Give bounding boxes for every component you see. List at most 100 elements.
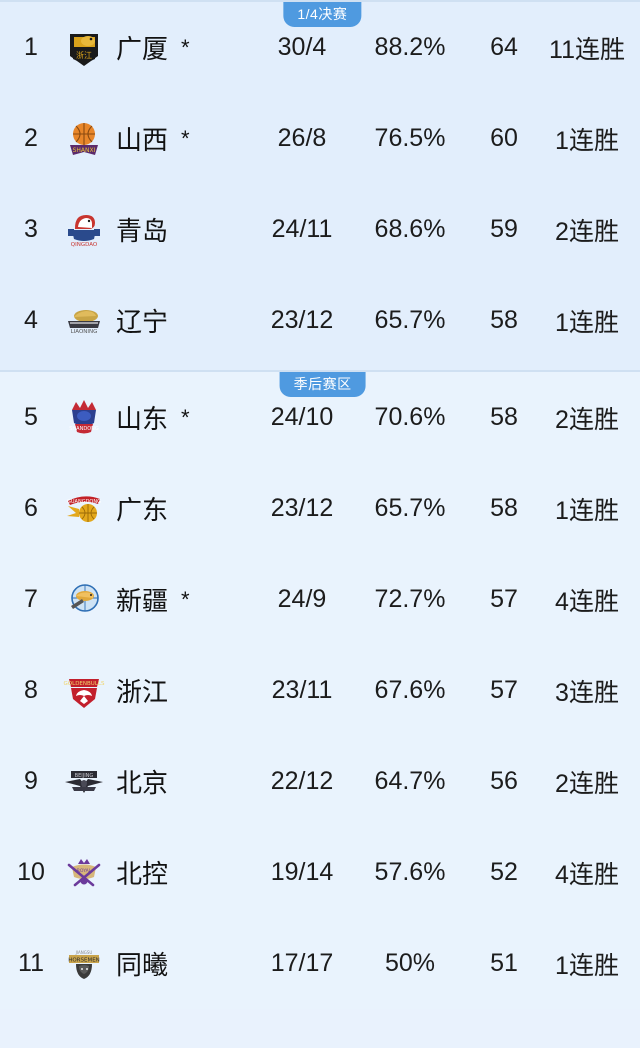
streak-cell: 11连胜 xyxy=(549,35,625,64)
win-pct-cell: 72.7% xyxy=(374,585,446,613)
table-row[interactable]: 9 BEIJING 北京 22/12 64.7 xyxy=(0,736,640,827)
win-pct-cell: 68.6% xyxy=(374,215,446,243)
playoff-zone-badge: 季后赛区 xyxy=(279,372,366,397)
points-cell: 58 xyxy=(490,494,518,522)
playoff-rows: 5 SHANDONG 山东 * 24/10 70 xyxy=(0,372,640,1009)
table-row[interactable]: 7 新疆 * 24/9 xyxy=(0,554,640,645)
streak-cell: 1连胜 xyxy=(555,308,619,337)
team-cell[interactable]: JIANGSU HORSEMEN 同曦 xyxy=(62,942,250,986)
team-cell[interactable]: SHANXI 山西 * xyxy=(62,117,250,161)
team-cell[interactable]: QINGDAO 青岛 xyxy=(62,208,250,252)
team-name: 北控 xyxy=(116,859,169,889)
win-pct-cell: 65.7% xyxy=(374,306,446,334)
playoff-section: 季后赛区 5 SHANDONG 山东 * xyxy=(0,372,640,1009)
win-pct-cell: 70.6% xyxy=(374,403,446,431)
points-cell: 57 xyxy=(490,676,518,704)
quarterfinal-rows: 1 浙江 广厦 * 30/4 xyxy=(0,2,640,366)
team-cell[interactable]: SHANDONG 山东 * xyxy=(62,396,250,440)
streak-cell: 4连胜 xyxy=(555,587,619,616)
playoff-star: * xyxy=(181,125,190,151)
record-cell: 30/4 xyxy=(277,33,327,61)
guangdong-southern-tigers-logo: GUANGDONG xyxy=(62,487,106,531)
record-cell: 23/12 xyxy=(270,494,334,522)
team-cell[interactable]: LIAONING 辽宁 xyxy=(62,299,250,343)
rank-cell: 7 xyxy=(24,585,38,613)
streak-cell: 3连胜 xyxy=(555,678,619,707)
playoff-star: * xyxy=(181,404,190,430)
rank-cell: 4 xyxy=(24,306,38,334)
playoff-star: * xyxy=(181,34,190,60)
quarterfinal-zone-badge: 1/4决赛 xyxy=(283,2,362,27)
record-cell: 26/8 xyxy=(277,124,327,152)
record-cell: 24/9 xyxy=(277,585,327,613)
team-name: 广厦 xyxy=(116,34,169,64)
rank-cell: 2 xyxy=(24,124,38,152)
table-row[interactable]: 10 ROYAL 北控 19/14 57.6% xyxy=(0,827,640,918)
table-row[interactable]: 2 SHANXI 山西 * 26/8 76.5% 60 xyxy=(0,93,640,184)
streak-cell: 1连胜 xyxy=(555,951,619,980)
qingdao-eagles-logo: QINGDAO xyxy=(62,208,106,252)
rank-cell: 6 xyxy=(24,494,38,522)
zhejiang-golden-bulls-logo: GOLDENBULLS xyxy=(62,669,106,713)
table-row[interactable]: 1 浙江 广厦 * 30/4 xyxy=(0,2,640,93)
record-cell: 23/12 xyxy=(270,306,334,334)
win-pct-cell: 64.7% xyxy=(374,767,446,795)
streak-cell: 1连胜 xyxy=(555,496,619,525)
table-row[interactable]: 3 QINGDAO 青岛 xyxy=(0,184,640,275)
win-pct-cell: 50% xyxy=(384,949,436,977)
points-cell: 58 xyxy=(490,306,518,334)
record-cell: 22/12 xyxy=(270,767,334,795)
svg-text:浙江: 浙江 xyxy=(76,50,92,60)
points-cell: 58 xyxy=(490,403,518,431)
team-name: 新疆 xyxy=(116,586,169,616)
points-cell: 51 xyxy=(490,949,518,977)
shandong-hi-heroes-logo: SHANDONG xyxy=(62,396,106,440)
team-name: 青岛 xyxy=(116,216,169,246)
team-cell[interactable]: BEIJING 北京 xyxy=(62,760,250,804)
team-name: 广东 xyxy=(116,495,169,525)
table-row[interactable]: 11 JIANGSU HORSEMEN 同曦 xyxy=(0,918,640,1009)
points-cell: 60 xyxy=(490,124,518,152)
streak-cell: 2连胜 xyxy=(555,769,619,798)
svg-text:LIAONING: LIAONING xyxy=(71,329,98,335)
team-name: 同曦 xyxy=(116,950,169,980)
svg-text:GOLDENBULLS: GOLDENBULLS xyxy=(64,681,105,687)
xinjiang-flying-tigers-logo xyxy=(62,578,106,622)
svg-text:ROYAL: ROYAL xyxy=(77,868,92,874)
table-row[interactable]: 4 LIAONING 辽宁 23/12 65. xyxy=(0,275,640,366)
record-cell: 24/10 xyxy=(270,403,334,431)
shanxi-loongs-logo: SHANXI xyxy=(62,117,106,161)
jiangsu-tongxi-monkey-kings-logo: JIANGSU HORSEMEN xyxy=(62,942,106,986)
team-cell[interactable]: GOLDENBULLS 浙江 xyxy=(62,669,250,713)
points-cell: 56 xyxy=(490,767,518,795)
team-name: 浙江 xyxy=(116,677,169,707)
streak-cell: 2连胜 xyxy=(555,405,619,434)
team-name: 山西 xyxy=(116,125,169,155)
table-row[interactable]: 8 GOLDENBULLS 浙江 23/11 xyxy=(0,645,640,736)
team-cell[interactable]: 新疆 * xyxy=(62,578,250,622)
team-name: 辽宁 xyxy=(116,307,169,337)
rank-cell: 1 xyxy=(24,33,38,61)
win-pct-cell: 67.6% xyxy=(374,676,446,704)
rank-cell: 8 xyxy=(24,676,38,704)
team-cell[interactable]: 浙江 广厦 * xyxy=(62,26,250,70)
record-cell: 17/17 xyxy=(270,949,334,977)
streak-cell: 1连胜 xyxy=(555,126,619,155)
svg-text:GUANGDONG: GUANGDONG xyxy=(67,499,101,505)
rank-cell: 5 xyxy=(24,403,38,431)
rank-cell: 3 xyxy=(24,215,38,243)
streak-cell: 2连胜 xyxy=(555,217,619,246)
table-row[interactable]: 6 GUANGDONG 广东 23/12 65 xyxy=(0,463,640,554)
team-cell[interactable]: GUANGDONG 广东 xyxy=(62,487,250,531)
team-cell[interactable]: ROYAL 北控 xyxy=(62,851,250,895)
svg-text:HORSEMEN: HORSEMEN xyxy=(68,957,100,963)
record-cell: 23/11 xyxy=(271,676,333,704)
svg-text:BEIJING: BEIJING xyxy=(75,773,94,779)
beijing-royal-fighters-logo: ROYAL xyxy=(62,851,106,895)
rank-cell: 9 xyxy=(24,767,38,795)
beijing-ducks-logo: BEIJING xyxy=(62,760,106,804)
win-pct-cell: 57.6% xyxy=(374,858,446,886)
table-row[interactable]: 5 SHANDONG 山东 * 24/10 70 xyxy=(0,372,640,463)
svg-text:SHANXI: SHANXI xyxy=(73,147,96,154)
